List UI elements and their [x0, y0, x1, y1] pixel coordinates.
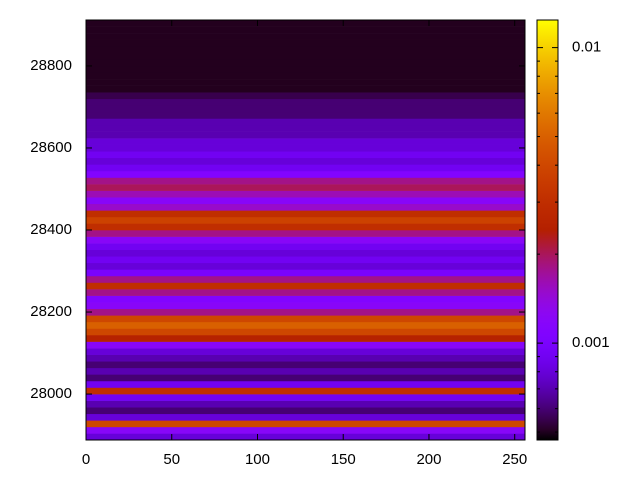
heatmap-row — [86, 295, 525, 303]
heatmap-row — [86, 249, 525, 257]
heatmap-row — [86, 367, 525, 375]
heatmap-row — [86, 33, 525, 40]
heatmap-row — [86, 216, 525, 224]
heatmap-row — [86, 420, 525, 428]
heatmap-row — [86, 144, 525, 152]
heatmap-row — [86, 157, 525, 165]
x-tick-label: 200 — [416, 451, 441, 468]
heatmap-row — [86, 282, 525, 290]
heatmap-row — [86, 98, 525, 106]
heatmap-row — [86, 413, 525, 421]
heatmap-row — [86, 354, 525, 362]
y-tick-label: 28200 — [30, 303, 72, 320]
y-tick-label: 28000 — [30, 385, 72, 402]
heatmap-row — [86, 164, 525, 172]
heatmap-row — [86, 92, 525, 100]
colorbar — [536, 19, 559, 441]
heatmap-row — [86, 407, 525, 415]
x-tick-label: 250 — [502, 451, 527, 468]
heatmap-row — [86, 105, 525, 113]
heatmap-row — [86, 308, 525, 316]
heatmap-row — [86, 131, 525, 139]
heatmap-row — [86, 59, 525, 67]
heatmap-row — [86, 328, 525, 336]
heatmap-row — [86, 72, 525, 80]
heatmap-row — [86, 315, 525, 323]
heatmap-row — [86, 262, 525, 270]
heatmap-row — [86, 65, 525, 73]
heatmap-row — [86, 394, 525, 401]
heatmap-row — [86, 380, 525, 388]
heatmap-row — [86, 341, 525, 349]
heatmap-row — [86, 39, 525, 47]
heatmap-row — [86, 223, 525, 231]
y-tick-label: 28400 — [30, 221, 72, 238]
heatmap-row — [86, 335, 525, 342]
heatmap-row — [86, 269, 525, 277]
y-tick-label: 28800 — [30, 57, 72, 74]
heatmap-row — [86, 321, 525, 329]
heatmap-row — [86, 256, 525, 264]
heatmap-row — [86, 20, 525, 27]
heatmap-row — [86, 236, 525, 244]
colorbar-label: 0.001 — [572, 334, 610, 351]
heatmap-row — [86, 374, 525, 382]
heatmap-row — [86, 230, 525, 237]
x-tick-label: 50 — [163, 451, 180, 468]
heatmap-row — [86, 243, 525, 250]
colorbar-label: 0.01 — [572, 39, 601, 56]
x-tick-label: 150 — [331, 451, 356, 468]
heatmap-row — [86, 433, 525, 441]
heatmap-row — [86, 190, 525, 198]
y-tick-label: 28600 — [30, 139, 72, 156]
heatmap-row — [86, 302, 525, 310]
heatmap-row — [86, 387, 525, 395]
heatmap-row — [86, 151, 525, 159]
heatmap-row — [86, 170, 525, 178]
heatmap-row — [86, 210, 525, 218]
heatmap-row — [86, 26, 525, 34]
heatmap-row — [86, 46, 525, 54]
heatmap-row — [86, 79, 525, 86]
heatmap-row — [86, 348, 525, 355]
x-tick-label: 0 — [82, 451, 90, 468]
heatmap — [86, 20, 525, 441]
heatmap-row — [86, 184, 525, 191]
heatmap-row — [86, 52, 525, 60]
heatmap-row — [86, 177, 525, 185]
heatmap-row — [86, 85, 525, 93]
heatmap-row — [86, 138, 525, 145]
heatmap-row — [86, 197, 525, 205]
heatmap-row — [86, 111, 525, 119]
heatmap-row — [86, 400, 525, 408]
heatmap-row — [86, 203, 525, 211]
heatmap-row — [86, 426, 525, 434]
heatmap-row — [86, 125, 525, 132]
x-tick-label: 100 — [245, 451, 270, 468]
heatmap-row — [86, 118, 525, 126]
heatmap-row — [86, 289, 525, 296]
heatmap-row — [86, 361, 525, 369]
heatmap-row — [86, 275, 525, 283]
